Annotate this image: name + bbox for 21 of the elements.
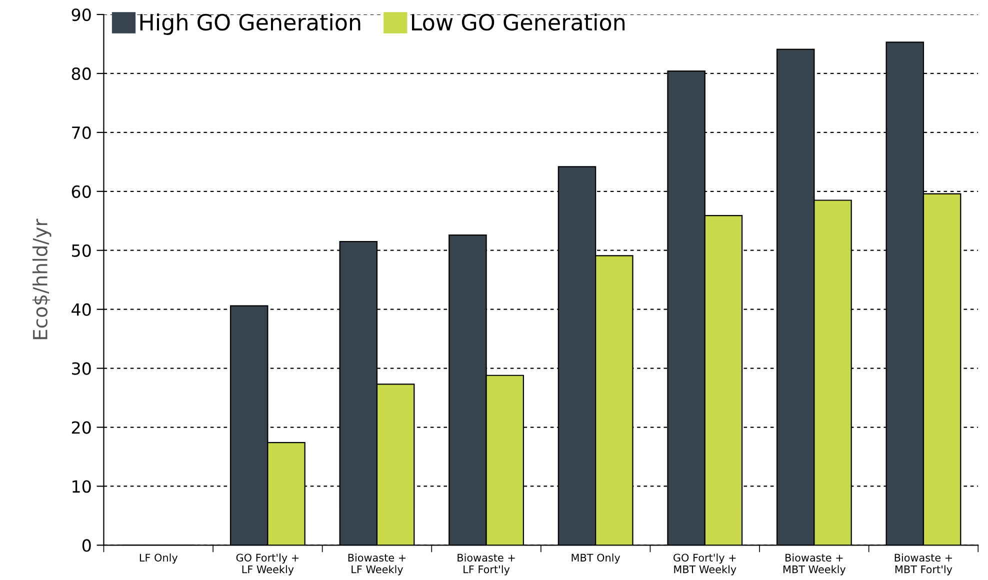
- legend-label: Low GO Generation: [412, 13, 625, 31]
- x-tick-label: Biowaste + LF Fort'ly: [458, 554, 515, 576]
- y-axis-title: Eco$/hhld/yr: [32, 218, 52, 340]
- y-tick-label: 80: [72, 67, 91, 80]
- legend-label: High GO Generation: [140, 13, 360, 35]
- y-tick-label: 50: [72, 244, 91, 257]
- y-tick-label: 0: [82, 539, 91, 552]
- y-tick-label: 10: [72, 480, 91, 493]
- y-tick-label: 70: [72, 126, 91, 139]
- x-tick-label: Biowaste + MBT Fort'ly: [894, 554, 952, 576]
- x-tick-label: MBT Only: [572, 554, 620, 564]
- y-tick-label: 30: [72, 362, 91, 375]
- y-tick-label: 90: [72, 8, 91, 22]
- y-tick-label: 20: [72, 421, 91, 434]
- x-tick-label: Biowaste + LF Weekly: [348, 554, 406, 576]
- x-tick-label: GO Fort'ly + LF Weekly: [236, 554, 299, 576]
- y-tick-label: 40: [72, 303, 91, 316]
- y-tick-label: 60: [72, 185, 91, 198]
- x-tick-label: GO Fort'ly + MBT Weekly: [674, 554, 736, 576]
- x-tick-label: LF Only: [140, 554, 178, 564]
- x-tick-label: Biowaste + MBT Weekly: [783, 554, 846, 576]
